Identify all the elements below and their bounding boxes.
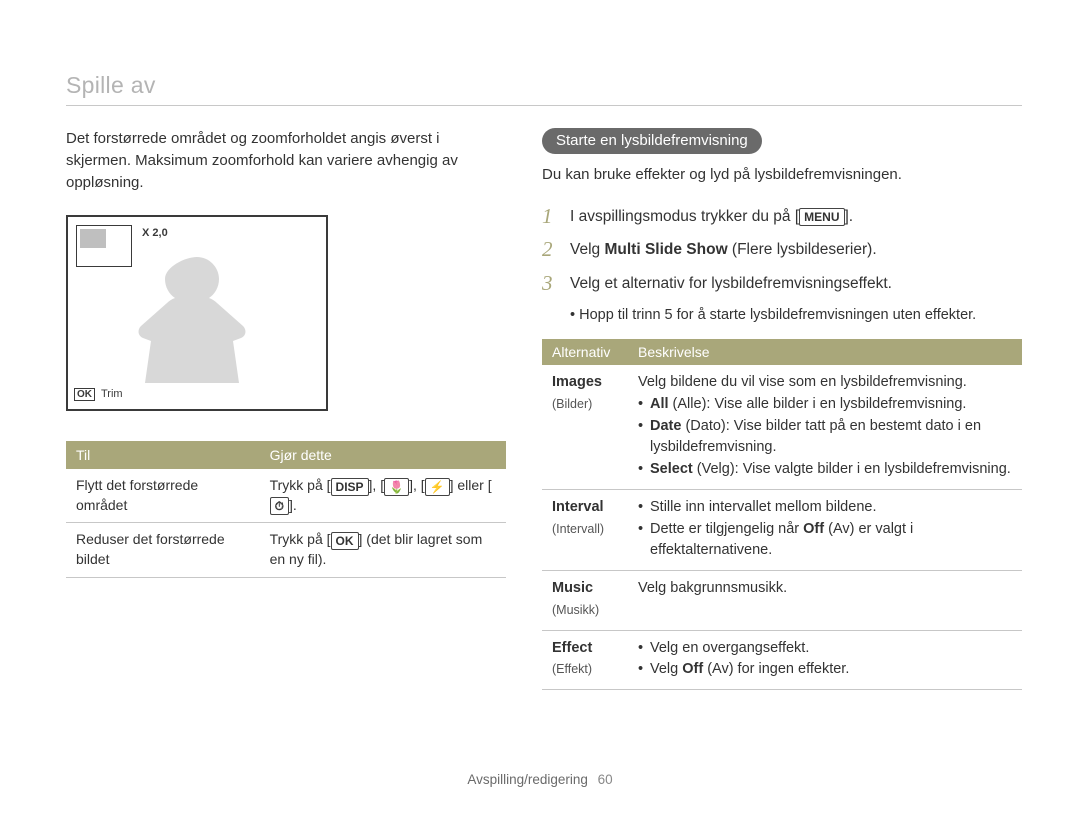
opts-header-besk: Beskrivelse	[628, 339, 1022, 365]
step-number: 3	[542, 272, 560, 295]
camera-preview-frame: X 2,0 OK Trim	[66, 215, 328, 411]
right-intro: Du kan bruke effekter og lyd på lysbilde…	[542, 164, 1022, 185]
opt-desc-cell: Velg en overgangseffekt. Velg Off (Av) f…	[628, 630, 1022, 690]
table-row: Images(Bilder) Velg bildene du vil vise …	[542, 365, 1022, 489]
section-pill: Starte en lysbildefremvisning	[542, 128, 762, 154]
ops-header-gjor: Gjør dette	[260, 441, 506, 469]
opt-desc-cell: Velg bakgrunnsmusikk.	[628, 571, 1022, 631]
step-2: 2 Velg Multi Slide Show (Flere lysbildes…	[542, 238, 1022, 261]
step-number: 1	[542, 205, 560, 228]
step-1: 1 I avspillingsmodus trykker du på [MENU…	[542, 205, 1022, 228]
page-footer: Avspilling/redigering 60	[0, 772, 1080, 787]
menu-key: MENU	[799, 208, 844, 226]
table-row: Effect(Effekt) Velg en overgangseffekt. …	[542, 630, 1022, 690]
opt-name-cell: Effect(Effekt)	[542, 630, 628, 690]
step-number: 2	[542, 238, 560, 261]
table-row: Reduser det forstørrede bildet Trykk på …	[66, 523, 506, 577]
opt-name-cell: Interval(Intervall)	[542, 489, 628, 570]
thumbnail-box	[76, 225, 132, 267]
zoom-label: X 2,0	[142, 227, 168, 239]
flash-key: ⚡	[425, 478, 450, 496]
step-3: 3 Velg et alternativ for lysbildefremvis…	[542, 272, 1022, 295]
opts-header-alt: Alternativ	[542, 339, 628, 365]
table-row: Music(Musikk) Velg bakgrunnsmusikk.	[542, 571, 1022, 631]
footer-section: Avspilling/redigering	[467, 772, 588, 787]
ops-cell: Trykk på [OK] (det blir lagret som en ny…	[260, 523, 506, 577]
flower-key: 🌷	[384, 478, 409, 496]
opt-desc-cell: Stille inn intervallet mellom bildene. D…	[628, 489, 1022, 570]
left-column: Det forstørrede området og zoomforholdet…	[66, 128, 506, 690]
opt-name-cell: Music(Musikk)	[542, 571, 628, 631]
footer-page-number: 60	[598, 772, 613, 787]
ok-key: OK	[331, 532, 359, 550]
left-intro: Det forstørrede området og zoomforholdet…	[66, 128, 506, 193]
title-rule	[66, 105, 1022, 106]
step-3-bullet: Hopp til trinn 5 for å starte lysbildefr…	[570, 305, 1022, 325]
ops-header-til: Til	[66, 441, 260, 469]
ok-label-icon: OK	[74, 388, 95, 401]
operations-table: Til Gjør dette Flytt det forstørrede omr…	[66, 441, 506, 577]
ops-cell: Reduser det forstørrede bildet	[66, 523, 260, 577]
opt-name-cell: Images(Bilder)	[542, 365, 628, 489]
opt-desc-cell: Velg bildene du vil vise som en lysbilde…	[628, 365, 1022, 489]
disp-key: DISP	[331, 478, 369, 496]
right-column: Starte en lysbildefremvisning Du kan bru…	[542, 128, 1022, 690]
table-row: Interval(Intervall) Stille inn intervall…	[542, 489, 1022, 570]
timer-key: ⏱	[270, 497, 289, 515]
child-silhouette	[127, 257, 267, 383]
ops-cell: Trykk på [DISP], [🌷], [⚡] eller [⏱].	[260, 469, 506, 523]
content-columns: Det forstørrede området og zoomforholdet…	[66, 128, 1022, 690]
options-table: Alternativ Beskrivelse Images(Bilder) Ve…	[542, 339, 1022, 690]
ops-cell: Flytt det forstørrede området	[66, 469, 260, 523]
trim-label: Trim	[101, 388, 123, 400]
page-title: Spille av	[66, 72, 1022, 99]
table-row: Flytt det forstørrede området Trykk på […	[66, 469, 506, 523]
